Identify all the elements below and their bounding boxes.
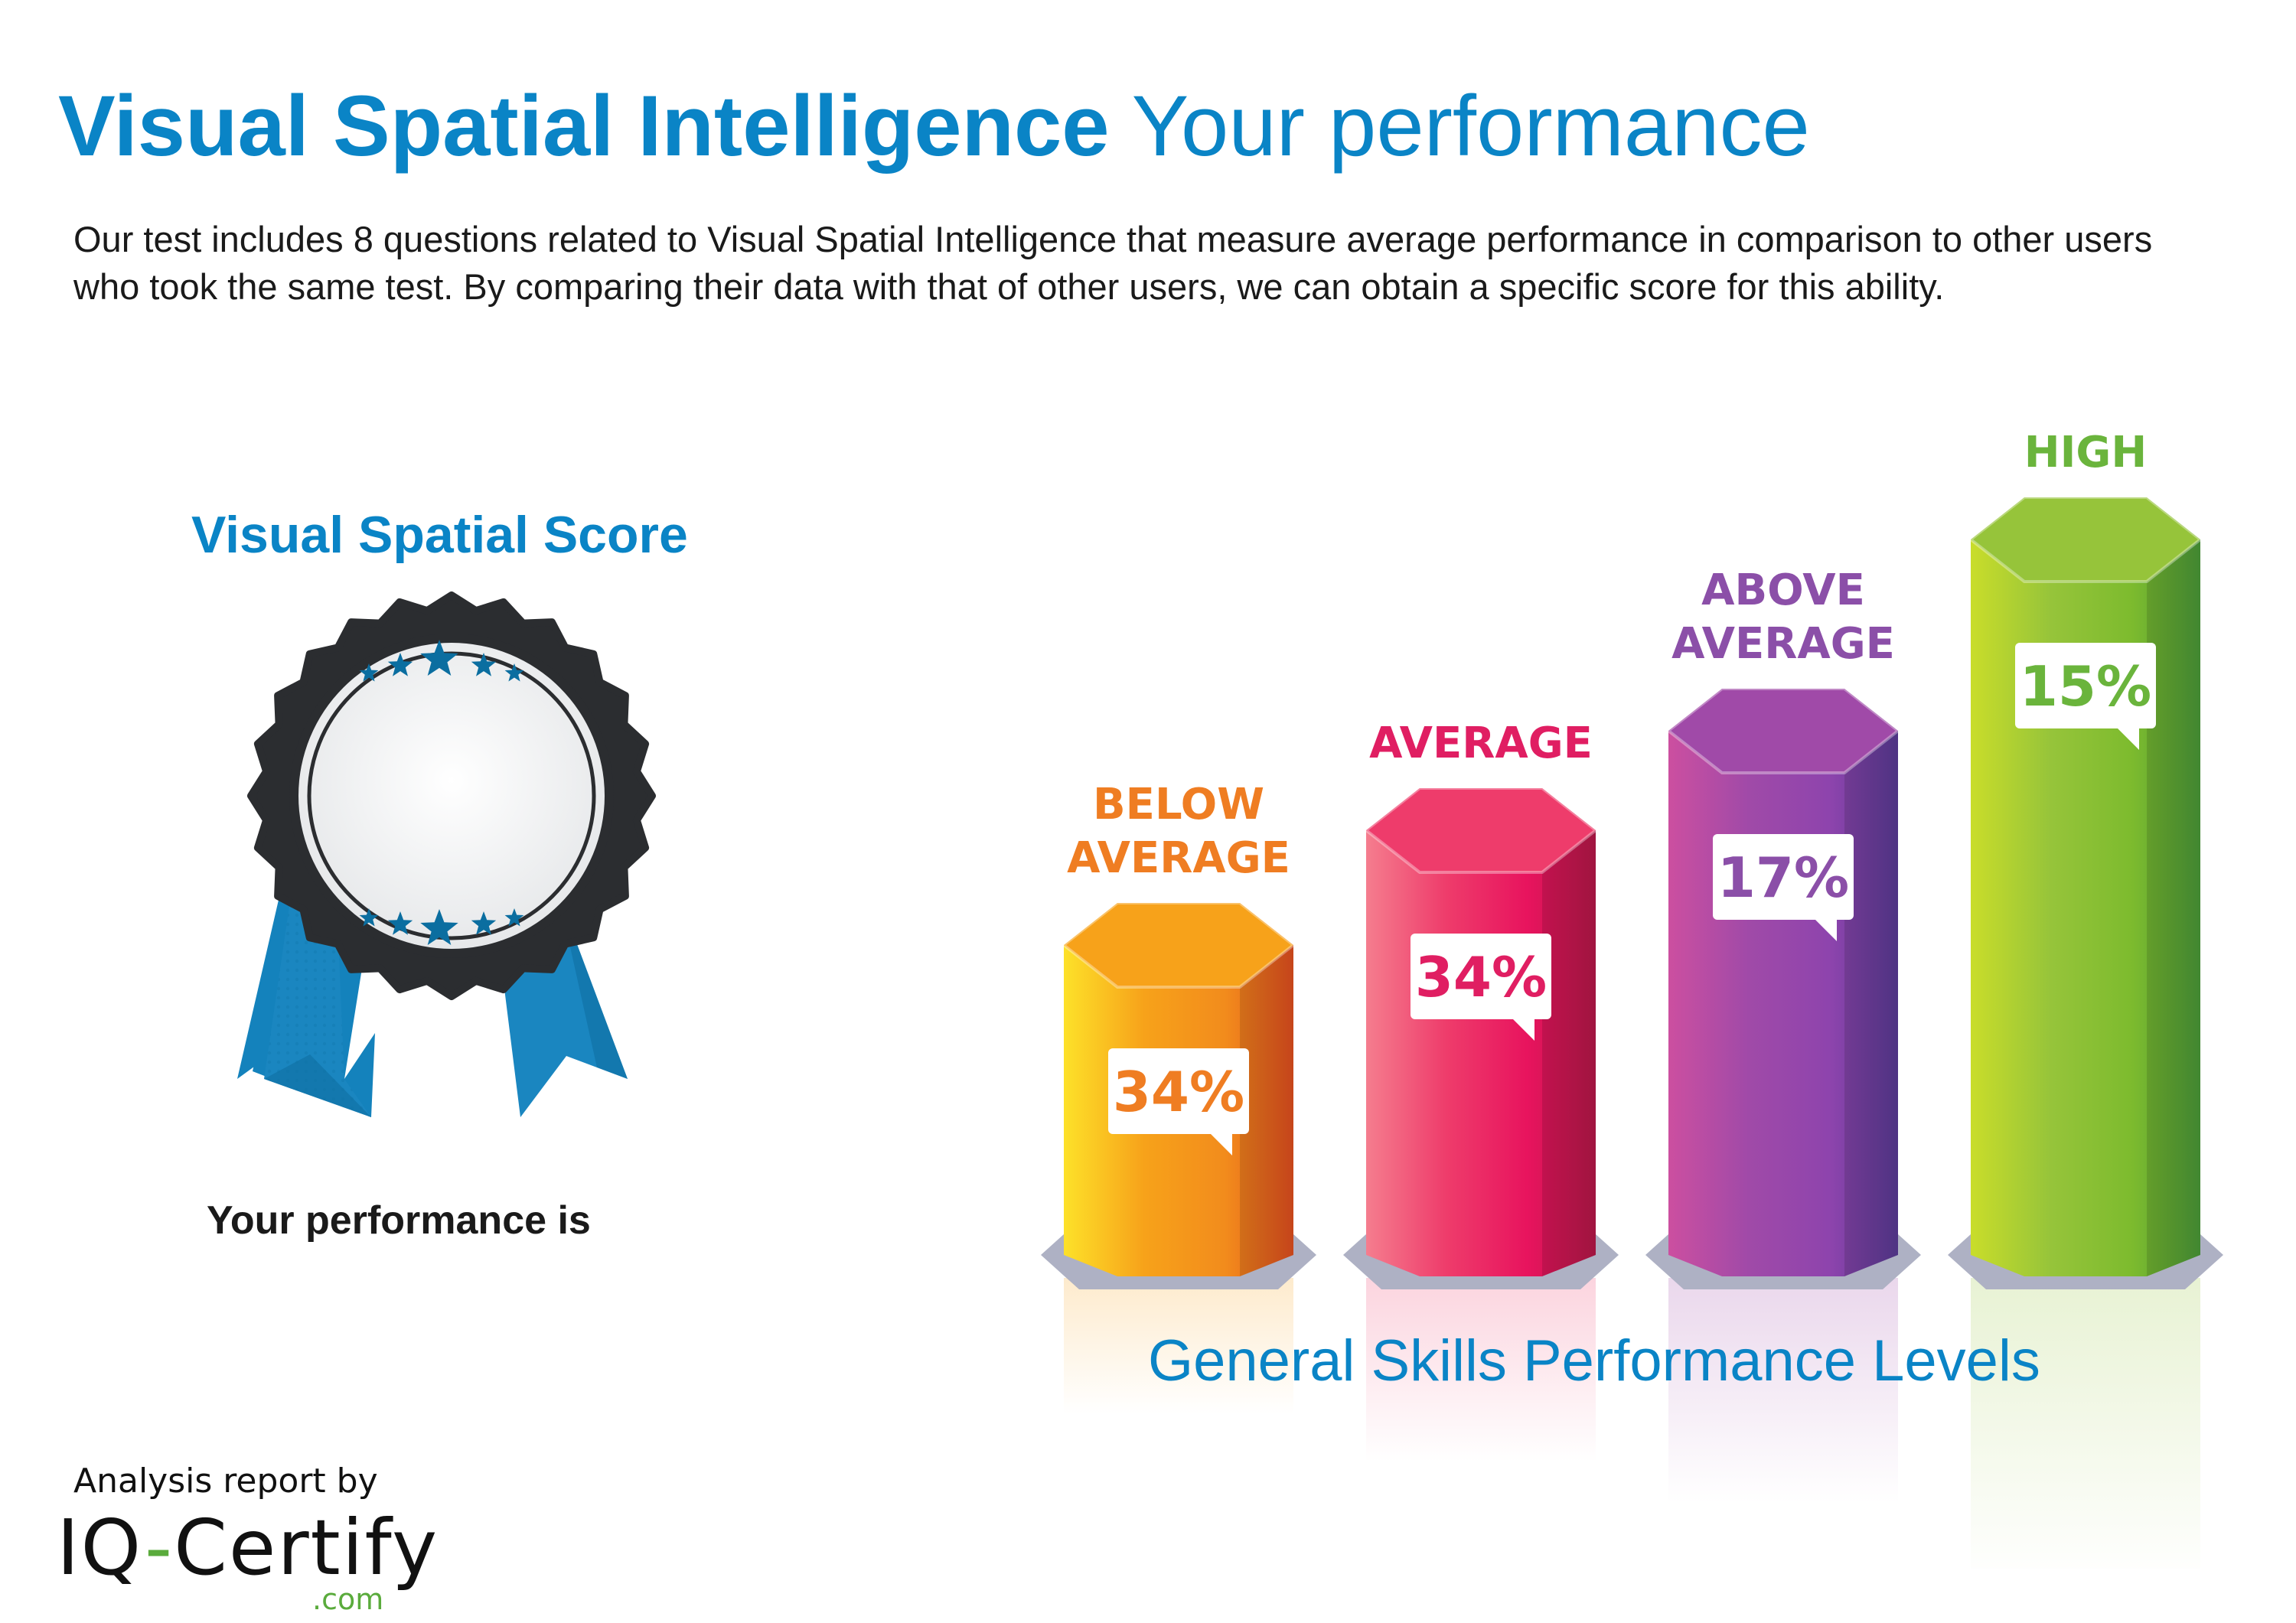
- bar-facet: [1542, 830, 1596, 1276]
- value-label-callout: 17%: [1713, 834, 1854, 941]
- page-title-rest: Your performance: [1131, 78, 1810, 174]
- bar-facet: [1240, 945, 1293, 1276]
- bar-column: 34% AVERAGE: [1343, 719, 1619, 1462]
- stars-bottom-icon: [359, 908, 524, 945]
- bar-top-cap: [1064, 903, 1293, 987]
- star-icon: [504, 663, 524, 682]
- star-icon: [359, 663, 379, 682]
- logo-part-certify: Certify: [174, 1503, 439, 1592]
- performance-levels-chart: 34% BELOW AVERAGE 34% AVERAGE 17% ABOVE AVERAGE…: [1041, 428, 2223, 1569]
- star-icon: [387, 911, 413, 935]
- bar-top-cap: [1366, 788, 1596, 872]
- star-icon: [504, 908, 524, 927]
- bar-reflection: [1064, 1278, 1293, 1414]
- bar-column: 15% HIGH: [1948, 428, 2223, 1569]
- bar-facet: [1844, 731, 1898, 1276]
- value-label-callout: 34%: [1108, 1048, 1249, 1155]
- star-icon: [420, 909, 458, 945]
- page-title: Visual Spatial Intelligence Your perform…: [58, 77, 1810, 176]
- bar-top-cap: [1668, 689, 1898, 773]
- star-icon: [471, 911, 497, 935]
- bar-reflection: [1971, 1278, 2200, 1569]
- bar-column: 17% ABOVE AVERAGE: [1645, 565, 1921, 1504]
- award-badge-icon: [237, 592, 656, 1117]
- page-title-bold: Visual Spatial Intelligence: [58, 78, 1110, 174]
- chart-caption: General Skills Performance Levels: [1148, 1328, 2040, 1393]
- score-title: Visual Spatial Score: [191, 506, 688, 564]
- value-label-callout: 34%: [1411, 934, 1551, 1041]
- stars-top-icon: [359, 640, 524, 682]
- bar-reflection: [1668, 1278, 1898, 1504]
- logo-part-iq: IQ: [57, 1503, 145, 1592]
- bar-facet: [2147, 539, 2200, 1276]
- description-text: Our test includes 8 questions related to…: [73, 219, 2153, 307]
- star-icon: [359, 908, 379, 927]
- category-label: AVERAGE: [1369, 719, 1593, 768]
- category-label: HIGH: [2024, 428, 2148, 477]
- bar-reflection: [1366, 1278, 1596, 1462]
- value-label: 34%: [1415, 945, 1547, 1009]
- logo-dash: -: [145, 1503, 174, 1592]
- iq-certify-logo: IQ-Certify: [57, 1506, 439, 1590]
- category-label: BELOW AVERAGE: [1067, 780, 1290, 883]
- star-icon: [471, 653, 497, 676]
- bar-top-cap: [1971, 497, 2200, 582]
- value-label-callout: 15%: [2015, 643, 2156, 750]
- value-label: 15%: [2020, 654, 2151, 719]
- star-icon: [420, 640, 458, 676]
- analysis-report-by-label: Analysis report by: [73, 1462, 378, 1501]
- value-label: 34%: [1113, 1060, 1244, 1124]
- logo-dotcom: .com: [312, 1582, 384, 1616]
- star-icon: [387, 653, 413, 676]
- bar-body: [1366, 788, 1596, 1276]
- bar-column: 34% BELOW AVERAGE: [1041, 780, 1316, 1414]
- category-label: ABOVE AVERAGE: [1671, 565, 1895, 669]
- value-label: 17%: [1717, 846, 1849, 910]
- performance-label: Your performance is: [207, 1198, 591, 1243]
